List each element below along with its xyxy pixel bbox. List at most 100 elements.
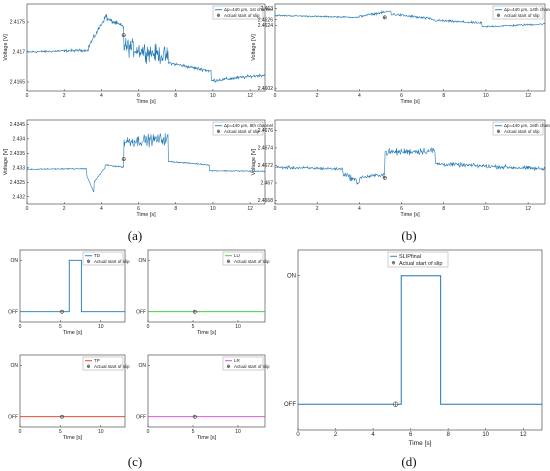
y-tick-label: 2.4624 <box>258 23 274 29</box>
y-tick-label: OFF <box>136 309 146 315</box>
slip-start-marker-cross <box>60 415 64 419</box>
x-tick-label: 10 <box>482 432 489 438</box>
panel-label-a: (a) <box>128 228 142 243</box>
y-tick-label: 2.433 <box>12 165 25 171</box>
legend-box <box>492 5 544 20</box>
x-tick-label: 0 <box>147 324 150 330</box>
legend-marker-label: Actual start of slip <box>94 259 130 264</box>
y-axis-label: Voltage [V] <box>251 34 257 61</box>
chart-a1: 0 2 4 6 8 10 12 2.4165 2.417 2.4175 Time [s] Voltag… <box>3 3 273 105</box>
legend-box <box>222 356 264 371</box>
slip-start-marker-cross <box>60 310 64 314</box>
x-tick-label: 4 <box>100 206 103 212</box>
x-axis-label: Time [s] <box>63 330 83 336</box>
x-tick-label: 5 <box>59 429 62 435</box>
legend-series-label: Δp=440 μm, 1st channel <box>224 7 273 12</box>
panel-label-b: (b) <box>401 228 416 243</box>
x-tick-label: 4 <box>371 432 375 438</box>
y-tick-label: 2.4672 <box>258 163 274 169</box>
x-tick-label: 5 <box>192 324 195 330</box>
y-axis-label: Voltage [V] <box>251 148 257 175</box>
legend-marker-label: Actual start of slip <box>224 129 260 134</box>
legend-series-label: Δp=440 μm, 8th channel <box>224 123 273 128</box>
legend-box <box>212 5 264 20</box>
x-tick-label: 0 <box>274 93 277 99</box>
y-tick-label: 2.432 <box>12 194 25 200</box>
x-axis-label: Time [s] <box>63 435 83 441</box>
x-tick-label: 8 <box>446 432 450 438</box>
legend-marker-label: Actual start of slip <box>399 261 442 267</box>
legend-series-label: TD <box>94 253 101 258</box>
x-tick-label: 0 <box>274 206 277 212</box>
y-tick-label: ON <box>139 258 147 264</box>
x-tick-label: 6 <box>400 206 403 212</box>
legend-marker-label: Actual start of slip <box>234 259 270 264</box>
legend-marker-cross <box>227 364 230 368</box>
y-axis-label: Voltage [V] <box>3 148 9 175</box>
legend-marker-cross <box>392 261 395 265</box>
x-tick-label: 10 <box>210 93 216 99</box>
y-tick-label: ON <box>11 258 19 264</box>
x-axis-label: Time [s] <box>400 212 420 218</box>
x-tick-label: 2 <box>63 93 66 99</box>
x-axis-label: Time [s] <box>136 212 156 218</box>
x-tick-label: 8 <box>174 93 177 99</box>
x-axis-label: Time [s] <box>409 440 432 447</box>
slip-start-marker-cross <box>382 176 387 180</box>
x-tick-label: 6 <box>400 93 403 99</box>
x-tick-label: 0 <box>147 429 150 435</box>
x-tick-label: 2 <box>316 93 319 99</box>
x-tick-label: 0 <box>19 324 22 330</box>
slip-start-marker-cross <box>193 310 197 314</box>
y-tick-label: ON <box>139 363 147 369</box>
x-tick-label: 2 <box>316 206 319 212</box>
y-axis-label: Voltage [V] <box>3 34 9 61</box>
slip-start-marker-cross <box>393 401 398 407</box>
legend-marker-cross <box>497 13 500 17</box>
x-tick-label: 5 <box>59 324 62 330</box>
y-tick-label: 2.4676 <box>258 128 274 134</box>
legend-marker-cross <box>87 259 90 263</box>
legend-marker-label: Actual start of slip <box>504 13 540 18</box>
legend-series-label: TP <box>94 358 100 363</box>
legend-marker-cross <box>217 13 220 17</box>
legend-box <box>212 121 264 136</box>
y-tick-label: 2.4674 <box>258 146 274 152</box>
y-tick-label: 2.467 <box>260 181 273 187</box>
y-tick-label: 2.4345 <box>10 122 26 128</box>
y-tick-label: OFF <box>8 414 18 420</box>
y-tick-label: 2.4602 <box>258 86 274 92</box>
slip-start-marker-cross <box>193 415 197 419</box>
x-tick-label: 10 <box>98 429 104 435</box>
legend-box <box>387 251 449 268</box>
slip-start-marker-cross <box>121 33 126 37</box>
y-tick-label: 2.4668 <box>258 198 274 204</box>
x-tick-label: 12 <box>525 206 531 212</box>
y-tick-label: ON <box>11 363 19 369</box>
x-tick-label: 2 <box>63 206 66 212</box>
legend-box <box>82 251 124 266</box>
series-line <box>26 132 266 193</box>
panel-label-c: (c) <box>128 454 142 469</box>
x-tick-label: 4 <box>100 93 103 99</box>
x-tick-label: 2 <box>334 432 338 438</box>
legend-marker-cross <box>87 364 90 368</box>
x-tick-label: 5 <box>192 429 195 435</box>
x-tick-label: 4 <box>358 206 361 212</box>
legend-marker-cross <box>227 259 230 263</box>
x-tick-label: 10 <box>235 324 241 330</box>
y-tick-label: 2.4626 <box>258 17 274 23</box>
x-tick-label: 8 <box>442 93 445 99</box>
chart-b2: 0 2 4 6 8 10 12 2.4668 2.467 2.4672 2.4674 2.4676 Ti… <box>251 119 550 218</box>
panel-label-d: (d) <box>401 454 416 469</box>
legend-series-label: Δp=440 μm, 14th channel <box>504 7 550 12</box>
slip-start-marker-cross <box>121 157 126 161</box>
x-axis-label: Time [s] <box>400 99 420 105</box>
x-tick-label: 12 <box>520 432 527 438</box>
legend-marker-label: Actual start of slip <box>224 13 260 18</box>
y-tick-label: 2.463 <box>260 6 273 12</box>
